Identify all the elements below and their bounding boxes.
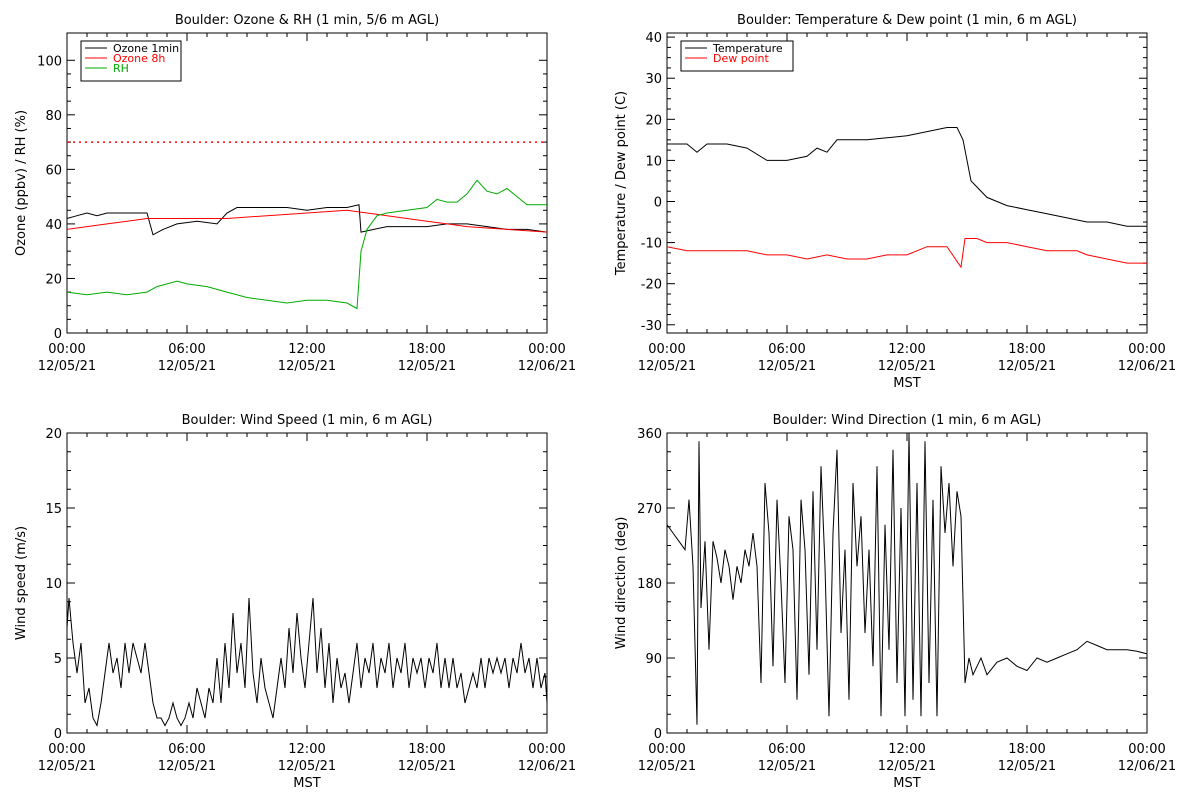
y-tick-label: 10 bbox=[45, 577, 62, 592]
x-tick-label-time: 12:00 bbox=[888, 742, 925, 757]
chart-title: Boulder: Ozone & RH (1 min, 5/6 m AGL) bbox=[175, 13, 439, 28]
legend-label: Ozone 8h bbox=[113, 52, 165, 65]
x-tick-label-date: 12/05/21 bbox=[38, 759, 96, 774]
x-tick-label-time: 12:00 bbox=[888, 342, 925, 357]
y-tick-label: 20 bbox=[645, 113, 662, 128]
x-tick-label-time: 06:00 bbox=[768, 342, 805, 357]
y-axis-label: Wind direction (deg) bbox=[614, 517, 629, 650]
x-axis-label: MST bbox=[893, 376, 920, 391]
series-line-0 bbox=[66, 597, 548, 728]
y-axis-label: Ozone (ppbv) / RH (%) bbox=[14, 110, 29, 256]
series-line-2 bbox=[66, 179, 547, 310]
x-tick-label-time: 06:00 bbox=[168, 342, 205, 357]
temperature-dewpoint-panel: Boulder: Temperature & Dew point (1 min,… bbox=[614, 13, 1176, 391]
x-tick-label-date: 12/05/21 bbox=[278, 759, 336, 774]
x-axis-label: MST bbox=[293, 776, 320, 791]
legend-box bbox=[680, 40, 794, 72]
y-tick-label: -20 bbox=[641, 278, 662, 293]
chart-title: Boulder: Temperature & Dew point (1 min,… bbox=[737, 13, 1077, 28]
x-tick-label-date: 12/06/21 bbox=[1118, 359, 1176, 374]
wind-speed-panel: Boulder: Wind Speed (1 min, 6 m AGL) Wind… bbox=[14, 413, 576, 791]
x-tick-label-time: 00:00 bbox=[1128, 342, 1165, 357]
x-tick-label-date: 12/05/21 bbox=[38, 359, 96, 374]
y-tick-label: -30 bbox=[641, 319, 662, 334]
series-line-1 bbox=[66, 209, 548, 233]
series-line-0 bbox=[667, 127, 1147, 227]
series-line-1 bbox=[666, 238, 1147, 269]
x-tick-label-date: 12/05/21 bbox=[878, 759, 936, 774]
x-tick-label-date: 12/05/21 bbox=[758, 359, 816, 374]
y-tick-label: 90 bbox=[645, 652, 662, 667]
x-tick-label-date: 12/05/21 bbox=[278, 359, 336, 374]
series-line-0 bbox=[666, 432, 1148, 725]
x-tick-label-time: 00:00 bbox=[48, 342, 85, 357]
x-tick-label-date: 12/05/21 bbox=[158, 359, 216, 374]
plot-frame bbox=[66, 432, 548, 734]
y-tick-label: 180 bbox=[637, 577, 662, 592]
y-tick-label: 0 bbox=[54, 327, 62, 342]
y-tick-label: 20 bbox=[45, 427, 62, 442]
x-tick-label-date: 12/05/21 bbox=[998, 759, 1056, 774]
x-tick-label-time: 00:00 bbox=[648, 742, 685, 757]
y-tick-label: 5 bbox=[54, 652, 62, 667]
y-tick-label: 40 bbox=[45, 218, 62, 233]
y-tick-label: 20 bbox=[45, 272, 62, 287]
x-tick-label-time: 18:00 bbox=[1008, 742, 1045, 757]
x-tick-label-date: 12/05/21 bbox=[638, 759, 696, 774]
x-tick-label-date: 12/06/21 bbox=[518, 759, 576, 774]
y-tick-label: 360 bbox=[637, 427, 662, 442]
x-tick-label-time: 18:00 bbox=[408, 342, 445, 357]
chart-title: Boulder: Wind Speed (1 min, 6 m AGL) bbox=[182, 413, 433, 428]
legend-label: Dew point bbox=[713, 52, 769, 65]
x-tick-label-time: 00:00 bbox=[528, 742, 565, 757]
plot-frame bbox=[666, 32, 1148, 334]
x-tick-label-date: 12/05/21 bbox=[878, 359, 936, 374]
y-tick-label: 15 bbox=[45, 502, 62, 517]
x-tick-label-date: 12/06/21 bbox=[518, 359, 576, 374]
x-tick-label-date: 12/05/21 bbox=[638, 359, 696, 374]
x-tick-label-date: 12/05/21 bbox=[758, 759, 816, 774]
legend-label: Temperature bbox=[712, 42, 783, 55]
x-tick-label-time: 18:00 bbox=[1008, 342, 1045, 357]
y-tick-label: -10 bbox=[641, 237, 662, 252]
x-tick-label-time: 00:00 bbox=[48, 742, 85, 757]
y-axis-label: Wind speed (m/s) bbox=[14, 526, 29, 640]
x-tick-label-time: 00:00 bbox=[1128, 742, 1165, 757]
x-axis-label: MST bbox=[893, 776, 920, 791]
y-tick-label: 80 bbox=[45, 109, 62, 124]
y-tick-label: 10 bbox=[645, 154, 662, 169]
x-tick-label-date: 12/05/21 bbox=[998, 359, 1056, 374]
ozone-rh-panel: Boulder: Ozone & RH (1 min, 5/6 m AGL) Oz… bbox=[14, 13, 576, 374]
legend-label: Ozone 1min bbox=[113, 42, 179, 55]
x-tick-label-date: 12/05/21 bbox=[398, 359, 456, 374]
y-tick-label: 0 bbox=[654, 727, 662, 742]
y-tick-label: 0 bbox=[54, 727, 62, 742]
x-tick-label-time: 12:00 bbox=[288, 742, 325, 757]
y-tick-label: 60 bbox=[45, 163, 62, 178]
x-tick-label-date: 12/06/21 bbox=[1118, 759, 1176, 774]
y-tick-label: 0 bbox=[654, 195, 662, 210]
x-tick-label-time: 06:00 bbox=[168, 742, 205, 757]
x-tick-label-time: 12:00 bbox=[288, 342, 325, 357]
y-axis-label: Temperature / Dew point (C) bbox=[614, 91, 629, 276]
chart-title: Boulder: Wind Direction (1 min, 6 m AGL) bbox=[773, 413, 1042, 428]
x-tick-label-time: 00:00 bbox=[648, 342, 685, 357]
y-tick-label: 40 bbox=[645, 31, 662, 46]
y-tick-label: 30 bbox=[645, 72, 662, 87]
x-tick-label-time: 06:00 bbox=[768, 742, 805, 757]
x-tick-label-time: 18:00 bbox=[408, 742, 445, 757]
series-line-0 bbox=[66, 204, 548, 236]
y-tick-label: 270 bbox=[637, 502, 662, 517]
x-tick-label-time: 00:00 bbox=[528, 342, 565, 357]
x-tick-label-date: 12/05/21 bbox=[398, 759, 456, 774]
legend-label: RH bbox=[113, 62, 129, 75]
y-tick-label: 100 bbox=[37, 54, 62, 69]
wind-direction-panel: Boulder: Wind Direction (1 min, 6 m AGL)… bbox=[614, 413, 1176, 791]
x-tick-label-date: 12/05/21 bbox=[158, 759, 216, 774]
